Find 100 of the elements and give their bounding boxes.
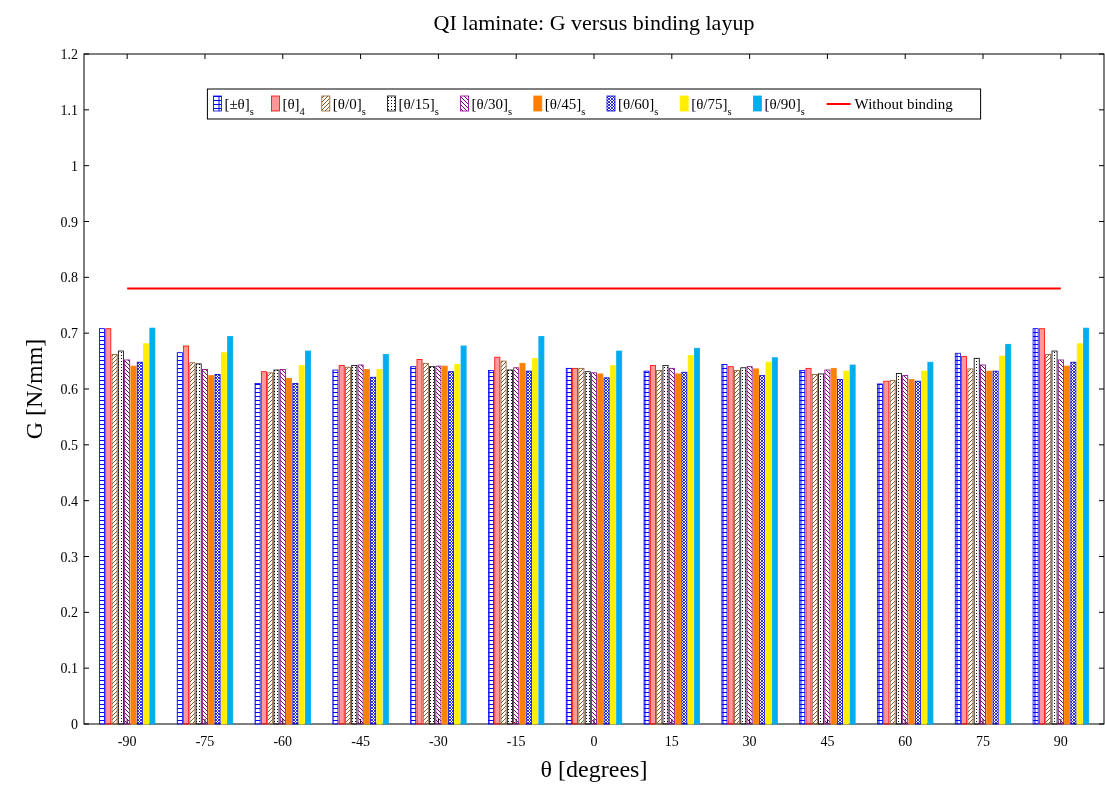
x-tick-label: -60 [273,734,293,749]
bar [1005,343,1012,725]
bar [500,360,507,725]
bar [643,370,650,725]
bar [843,370,850,725]
bar [914,380,921,725]
bar [124,359,131,725]
legend-label: [θ/75]$_{s}$ [691,96,732,117]
bar [824,369,831,725]
bar [799,370,806,725]
bar [441,365,448,725]
bar [111,353,118,725]
bar [525,370,532,725]
bar [811,374,818,725]
bar [1038,328,1045,725]
bar [578,367,585,725]
bar [376,369,383,725]
bar [849,364,856,725]
bar [176,352,183,725]
y-tick-label: 0.9 [60,214,78,230]
bar [1070,361,1077,725]
bar [117,350,124,725]
bar [260,371,267,725]
x-tick-label: 15 [664,734,679,749]
y-tick-label: 0.2 [60,605,78,621]
bar [435,365,442,725]
bar [675,373,682,725]
y-tick-label: 1 [71,158,78,174]
bar [759,375,766,725]
bar [681,371,688,725]
bar [429,366,436,725]
bar [494,356,501,725]
bar [746,366,753,725]
bar [351,365,358,725]
bar [298,365,305,725]
legend-label: [θ/15]$_{s}$ [398,96,439,117]
bar [584,371,591,725]
bar [214,374,221,725]
bar [273,369,280,725]
bar [254,383,261,725]
y-tick-label: 0 [71,717,78,732]
bar [454,364,461,725]
legend-label: [θ/45]$_{s}$ [544,96,586,117]
x-tick-label: 0 [590,734,598,749]
bar [1045,353,1052,725]
y-tick-label: 0.1 [60,661,78,677]
y-tick-label: 0.8 [60,270,78,286]
bar [1076,343,1083,725]
y-tick-label: 0.6 [60,382,78,397]
bar [980,364,986,725]
y-tick-label: 1.1 [60,102,78,118]
bar [572,367,579,725]
bar [227,336,234,725]
legend-label: [±θ]$_{s}$ [224,96,254,117]
x-tick-label: 75 [976,734,991,749]
bar [513,367,520,725]
bar [927,361,934,725]
bar [752,368,759,725]
bar [902,375,909,725]
bar [895,372,902,725]
bar [105,328,112,725]
bar [727,366,734,725]
bar [460,345,467,725]
bar [538,336,545,725]
bar [1057,359,1064,725]
y-tick-label: 0.5 [60,437,78,453]
bar [422,362,429,725]
legend-label: [θ/90]$_{s}$ [764,96,805,117]
bar [998,355,1005,725]
bar [416,359,423,725]
bar [130,365,137,725]
bar [286,377,293,725]
bar [805,367,812,725]
bar [771,357,778,725]
bar [292,383,299,725]
bar [220,352,227,725]
bar [370,376,377,725]
x-tick-label: 90 [1053,734,1068,749]
bar [448,371,454,725]
bar [765,361,772,725]
bar [208,375,215,725]
bar [734,370,740,725]
x-tick-label: 60 [898,734,913,749]
bar [616,350,623,725]
bar [877,383,883,725]
bar [992,370,999,725]
bar [721,364,728,725]
legend-label: [θ/0]$_{s}$ [332,96,366,117]
legend-label: Without binding [854,96,954,112]
bar [189,362,196,725]
bar [883,380,890,725]
bar [519,362,526,725]
bar [961,356,968,725]
x-tick-label: -90 [117,734,137,749]
bar [603,377,610,725]
bar [305,350,311,725]
bar [921,370,928,725]
bar [1083,327,1089,725]
bar [488,370,494,725]
x-axis-title: θ [degrees] [540,756,648,782]
